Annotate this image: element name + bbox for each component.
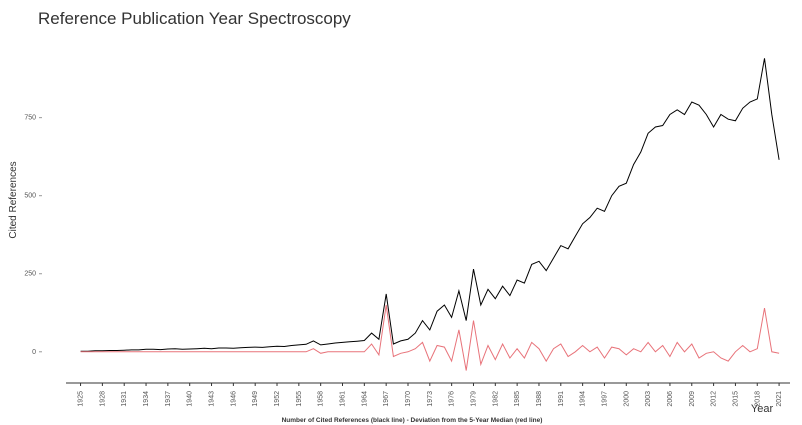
x-tick-label: 1976 xyxy=(449,391,456,407)
x-tick-label: 2000 xyxy=(623,391,630,407)
x-tick-label: 1994 xyxy=(580,391,587,407)
chart-title: Reference Publication Year Spectroscopy xyxy=(38,9,351,28)
x-tick-label: 1985 xyxy=(514,391,521,407)
x-tick-label: 1928 xyxy=(99,391,106,407)
x-tick-label: 2021 xyxy=(776,391,783,407)
x-tick-label: 1949 xyxy=(252,391,259,407)
y-axis-label: Cited References xyxy=(8,161,19,238)
x-tick-label: 1991 xyxy=(558,391,565,407)
x-tick-label: 1970 xyxy=(405,391,412,407)
series-line xyxy=(80,58,780,352)
x-tick-label: 1982 xyxy=(492,391,499,407)
x-tick-label: 1937 xyxy=(165,391,172,407)
x-tick-label: 1997 xyxy=(601,391,608,407)
caption: Number of Cited References (black line) … xyxy=(282,417,543,424)
x-tick-label: 2003 xyxy=(645,391,652,407)
x-tick-label: 2009 xyxy=(689,391,696,407)
x-tick-label: 1988 xyxy=(536,391,543,407)
x-tick-label: 1946 xyxy=(230,391,237,407)
x-axis-label: Year xyxy=(751,403,774,415)
x-tick-label: 1955 xyxy=(296,391,303,407)
x-tick-label: 1934 xyxy=(143,391,150,407)
x-tick-label: 1967 xyxy=(383,391,390,407)
x-tick-label: 1940 xyxy=(187,391,194,407)
y-tick-label: 750 xyxy=(24,115,36,122)
x-tick-label: 1964 xyxy=(361,391,368,407)
x-tick-label: 1979 xyxy=(470,391,477,407)
x-tick-label: 1961 xyxy=(340,391,347,407)
y-tick-label: 0 xyxy=(32,349,36,356)
x-tick-label: 1925 xyxy=(78,391,85,407)
x-tick-label: 1952 xyxy=(274,391,281,407)
series-line xyxy=(80,304,780,371)
x-tick-label: 2012 xyxy=(711,391,718,407)
x-tick-label: 1931 xyxy=(121,391,128,407)
x-tick-label: 2006 xyxy=(667,391,674,407)
x-tick-label: 1973 xyxy=(427,391,434,407)
x-tick-label: 1943 xyxy=(209,391,216,407)
y-tick-label: 250 xyxy=(24,271,36,278)
x-tick-label: 2018 xyxy=(754,391,761,407)
y-tick-label: 500 xyxy=(24,193,36,200)
x-tick-label: 1958 xyxy=(318,391,325,407)
x-tick-label: 2015 xyxy=(732,391,739,407)
